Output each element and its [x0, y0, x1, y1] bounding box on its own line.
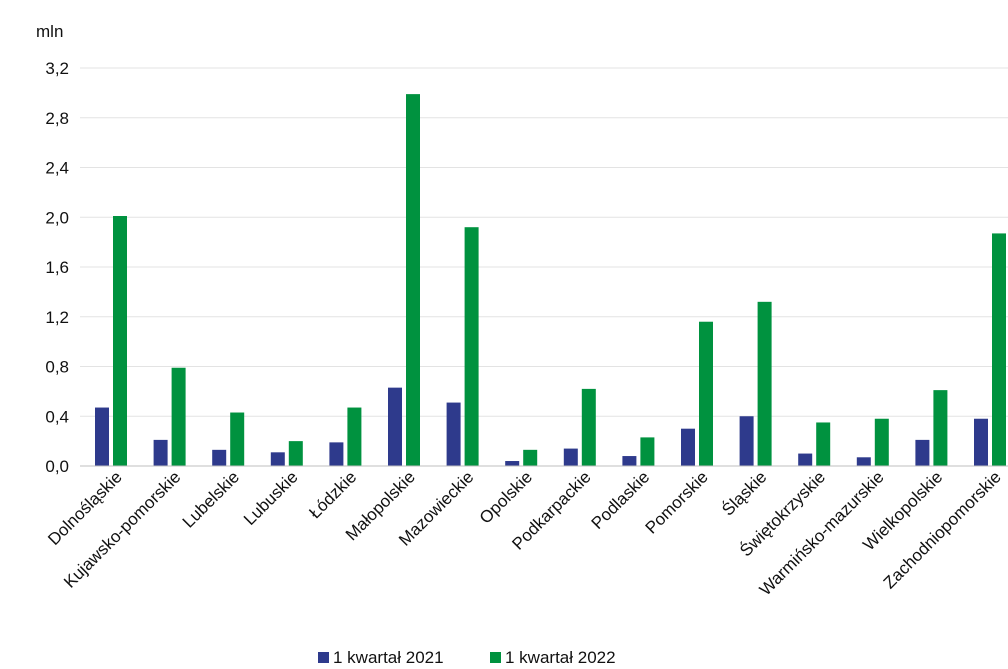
y-tick-label: 2,0: [45, 208, 69, 227]
bar-2021: [681, 428, 695, 466]
bar-2021: [329, 442, 344, 466]
y-tick-label: 1,6: [45, 258, 69, 277]
x-category-label: Pomorskie: [642, 467, 712, 537]
bar-2022: [464, 227, 479, 466]
bar-2021: [915, 439, 930, 466]
y-tick-label: 1,2: [45, 308, 69, 327]
bar-2021: [388, 387, 402, 466]
y-tick-label: 0,0: [45, 457, 69, 476]
bar-2021: [270, 452, 285, 466]
bar-2022: [230, 412, 245, 466]
legend: 1 kwartał 2021 1 kwartał 2022: [318, 648, 616, 667]
bar-2021: [212, 449, 227, 466]
y-tick-label: 0,4: [45, 407, 69, 426]
bar-2022: [113, 216, 127, 466]
bar-2021: [974, 418, 988, 466]
y-unit-label: mln: [36, 22, 63, 41]
y-tick-label: 2,4: [45, 159, 69, 178]
bar-2021: [95, 407, 109, 466]
bar-2022: [581, 388, 596, 466]
legend-label-2021: 1 kwartał 2021: [333, 648, 444, 667]
bar-2022: [816, 422, 831, 466]
bars: [95, 94, 1006, 467]
legend-swatch-2022: [490, 652, 501, 663]
bar-2022: [640, 437, 655, 466]
x-category-label: Zachodniopomorskie: [880, 467, 1005, 592]
y-axis-ticks: 0,0 0,4 0,8 1,2 1,6 2,0 2,4 2,8 3,2: [45, 59, 69, 476]
x-category-label: Lubuskie: [240, 467, 302, 529]
x-category-label: Łódzkie: [305, 467, 360, 522]
bar-2021: [563, 448, 578, 466]
bar-2022: [406, 94, 420, 467]
gridlines: [80, 67, 1008, 417]
bar-2022: [288, 441, 303, 466]
legend-swatch-2021: [318, 652, 329, 663]
x-category-label: Lubelskie: [179, 467, 243, 531]
bar-2022: [757, 301, 772, 466]
y-tick-label: 2,8: [45, 109, 69, 128]
bar-2022: [933, 390, 948, 466]
x-category-label: Opolskie: [476, 467, 536, 527]
bar-2021: [153, 439, 168, 466]
y-tick-label: 3,2: [45, 59, 69, 78]
bar-2022: [992, 233, 1006, 466]
bar-2021: [798, 453, 813, 466]
bar-2022: [699, 321, 713, 466]
x-category-label: Kujawsko-pomorskie: [60, 467, 184, 591]
legend-label-2022: 1 kwartał 2022: [505, 648, 616, 667]
bar-2021: [856, 457, 871, 466]
bar-2021: [505, 461, 520, 466]
bar-2022: [874, 418, 889, 466]
bar-2022: [347, 407, 362, 466]
bar-2022: [171, 367, 186, 466]
bar-2021: [446, 402, 461, 466]
bar-2021: [622, 456, 637, 466]
y-tick-label: 0,8: [45, 358, 69, 377]
bar-2021: [739, 416, 754, 466]
x-axis-categories: DolnośląskieKujawsko-pomorskieLubelskieL…: [44, 467, 1005, 599]
bar-2022: [523, 449, 538, 466]
x-category-label: Śląskie: [718, 467, 770, 519]
